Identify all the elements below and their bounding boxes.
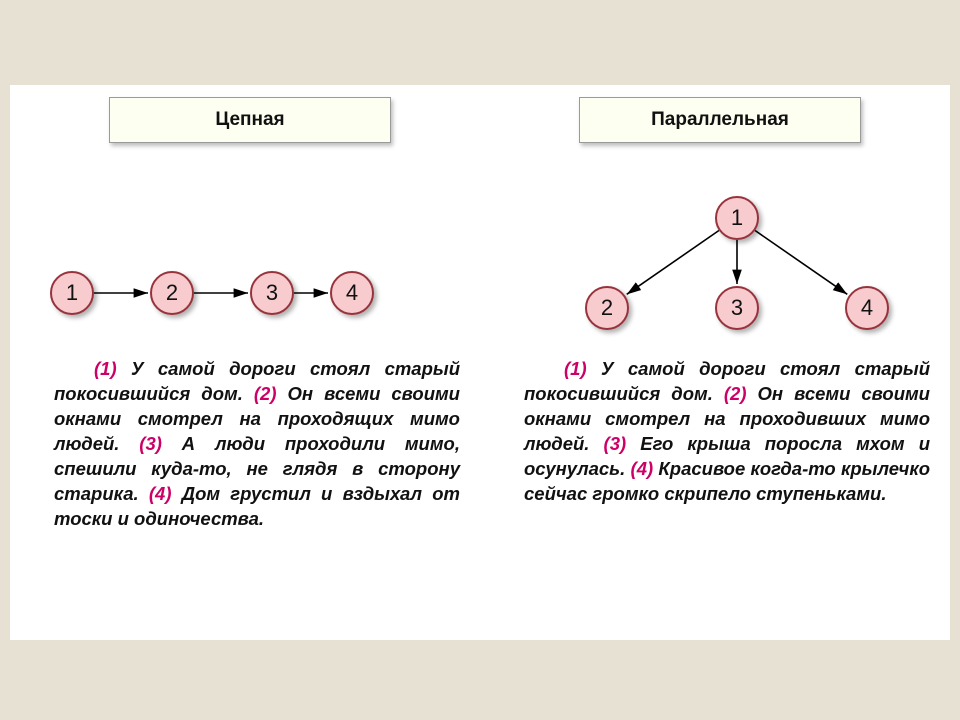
content-card: Цепная 1234 (1) У самой дороги стоял ста…: [10, 85, 950, 640]
sentence-marker: (1): [564, 358, 587, 379]
sentence-marker: (4): [631, 458, 654, 479]
sentence-marker: (2): [254, 383, 277, 404]
edge-1-2: [627, 231, 719, 295]
chain-edges: [30, 161, 470, 351]
chain-paragraph: (1) У самой дороги стоял старый покосивш…: [30, 357, 470, 532]
node-1: 1: [50, 271, 94, 315]
sentence-marker: (3): [604, 433, 627, 454]
node-2: 2: [150, 271, 194, 315]
node-4: 4: [845, 286, 889, 330]
sentence-marker: (3): [139, 433, 162, 454]
sentence-marker: (4): [149, 483, 172, 504]
panel-chain: Цепная 1 2 34 (1) У самой дороги стоял ста…: [30, 97, 470, 532]
node-3: 3: [250, 271, 294, 315]
node-2: 2: [585, 286, 629, 330]
chain-title: Цепная: [109, 97, 391, 143]
parallel-diagram: 1 2 3 4: [500, 161, 940, 351]
node-4: 4: [330, 271, 374, 315]
parallel-title: Параллельная: [579, 97, 861, 143]
chain-diagram: 1 2 34: [30, 161, 470, 351]
sentence-marker: (2): [724, 383, 747, 404]
panel-parallel: Параллельная 1 2 3 4 (1) У самой дороги сто…: [500, 97, 940, 507]
edge-1-4: [755, 231, 847, 295]
parallel-paragraph: (1) У самой дороги стоял старый покосивш…: [500, 357, 940, 507]
sentence-marker: (1): [94, 358, 117, 379]
node-1: 1: [715, 196, 759, 240]
node-3: 3: [715, 286, 759, 330]
